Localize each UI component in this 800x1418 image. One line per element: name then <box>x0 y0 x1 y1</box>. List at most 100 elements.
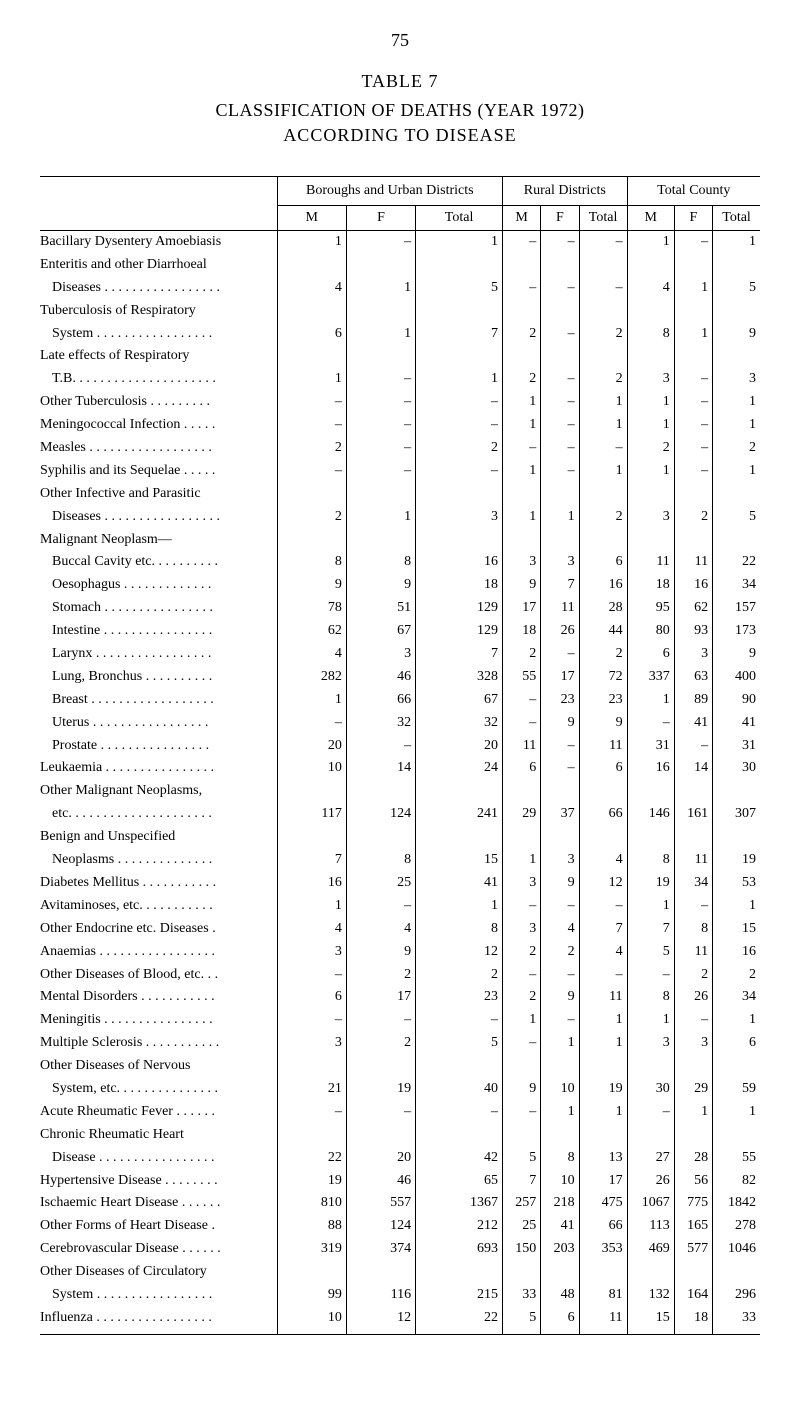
cell-value: 1 <box>277 368 346 391</box>
cell-value <box>277 1055 346 1078</box>
cell-value: 2 <box>277 437 346 460</box>
cell-value: – <box>579 277 627 300</box>
cell-value: 72 <box>579 666 627 689</box>
cell-value <box>346 254 415 277</box>
disease-label: Meningococcal Infection . . . . . <box>40 414 277 437</box>
cell-value: – <box>541 368 579 391</box>
cell-value: 67 <box>346 620 415 643</box>
disease-label: Enteritis and other Diarrhoeal <box>40 254 277 277</box>
cell-value: – <box>346 391 415 414</box>
table-number: TABLE 7 <box>40 71 760 92</box>
cell-value: 19 <box>579 1078 627 1101</box>
cell-value: 353 <box>579 1238 627 1261</box>
cell-value: – <box>277 391 346 414</box>
cell-value: 1 <box>579 414 627 437</box>
cell-value: – <box>346 460 415 483</box>
disease-label: Meningitis . . . . . . . . . . . . . . .… <box>40 1009 277 1032</box>
disease-label: Benign and Unspecified <box>40 826 277 849</box>
cell-value: – <box>674 231 712 254</box>
cell-value: 3 <box>503 918 541 941</box>
cell-value <box>579 826 627 849</box>
table-row: Other Diseases of Circulatory <box>40 1261 760 1284</box>
table-row: Malignant Neoplasm— <box>40 529 760 552</box>
cell-value: 6 <box>579 551 627 574</box>
cell-value: – <box>503 277 541 300</box>
cell-value <box>416 300 503 323</box>
cell-value <box>346 1124 415 1147</box>
table-row: Enteritis and other Diarrhoeal <box>40 254 760 277</box>
cell-value: 11 <box>579 986 627 1009</box>
cell-value: 40 <box>416 1078 503 1101</box>
table-row: Diabetes Mellitus . . . . . . . . . . .1… <box>40 872 760 895</box>
cell-value <box>541 1261 579 1284</box>
cell-value: 9 <box>541 712 579 735</box>
cell-value: 24 <box>416 757 503 780</box>
table-row: Measles . . . . . . . . . . . . . . . . … <box>40 437 760 460</box>
cell-value: 23 <box>579 689 627 712</box>
cell-value: 18 <box>503 620 541 643</box>
cell-value <box>713 1055 760 1078</box>
cell-value: 1 <box>503 460 541 483</box>
cell-value: 48 <box>541 1284 579 1307</box>
cell-value: 1 <box>541 1032 579 1055</box>
table-row: System . . . . . . . . . . . . . . . . .… <box>40 323 760 346</box>
cell-value: 9 <box>346 941 415 964</box>
col-total-1: Total <box>416 206 503 231</box>
cell-value: 1 <box>503 506 541 529</box>
disease-label: Intestine . . . . . . . . . . . . . . . … <box>40 620 277 643</box>
cell-value: 6 <box>277 986 346 1009</box>
cell-value: 19 <box>713 849 760 872</box>
disease-label: Influenza . . . . . . . . . . . . . . . … <box>40 1307 277 1334</box>
cell-value: 9 <box>579 712 627 735</box>
table-row: Other Endocrine etc. Diseases .448347781… <box>40 918 760 941</box>
cell-value <box>541 1055 579 1078</box>
cell-value: 56 <box>674 1170 712 1193</box>
cell-value: – <box>277 414 346 437</box>
cell-value: 1842 <box>713 1192 760 1215</box>
cell-value: 78 <box>277 597 346 620</box>
cell-value: 113 <box>627 1215 674 1238</box>
disease-label: Other Malignant Neoplasms, <box>40 780 277 803</box>
cell-value: 146 <box>627 803 674 826</box>
cell-value <box>579 1261 627 1284</box>
cell-value: – <box>541 757 579 780</box>
cell-value <box>541 529 579 552</box>
cell-value: 59 <box>713 1078 760 1101</box>
col-f-3: F <box>674 206 712 231</box>
cell-value: 557 <box>346 1192 415 1215</box>
cell-value: 1 <box>416 368 503 391</box>
cell-value: 4 <box>277 918 346 941</box>
cell-value <box>579 254 627 277</box>
cell-value: 8 <box>627 323 674 346</box>
cell-value: – <box>541 1009 579 1032</box>
disease-label: Uterus . . . . . . . . . . . . . . . . . <box>40 712 277 735</box>
cell-value: 1 <box>713 1101 760 1124</box>
disease-label: Hypertensive Disease . . . . . . . . <box>40 1170 277 1193</box>
cell-value: 1 <box>503 849 541 872</box>
cell-value: 5 <box>713 506 760 529</box>
table-row: Influenza . . . . . . . . . . . . . . . … <box>40 1307 760 1334</box>
cell-value <box>503 826 541 849</box>
cell-value <box>416 254 503 277</box>
cell-value: 31 <box>627 735 674 758</box>
cell-value: – <box>277 712 346 735</box>
cell-value <box>277 780 346 803</box>
cell-value: 67 <box>416 689 503 712</box>
cell-value: 10 <box>541 1170 579 1193</box>
cell-value <box>674 1055 712 1078</box>
cell-value <box>713 1261 760 1284</box>
cell-value: 63 <box>674 666 712 689</box>
cell-value: 5 <box>713 277 760 300</box>
cell-value: 117 <box>277 803 346 826</box>
cell-value <box>674 345 712 368</box>
cell-value: 6 <box>503 757 541 780</box>
cell-value: 282 <box>277 666 346 689</box>
cell-value: 16 <box>713 941 760 964</box>
cell-value <box>713 345 760 368</box>
cell-value: 8 <box>416 918 503 941</box>
cell-value: 16 <box>579 574 627 597</box>
table-row: Diseases . . . . . . . . . . . . . . . .… <box>40 506 760 529</box>
cell-value: 124 <box>346 803 415 826</box>
table-row: Neoplasms . . . . . . . . . . . . . .781… <box>40 849 760 872</box>
cell-value <box>416 529 503 552</box>
